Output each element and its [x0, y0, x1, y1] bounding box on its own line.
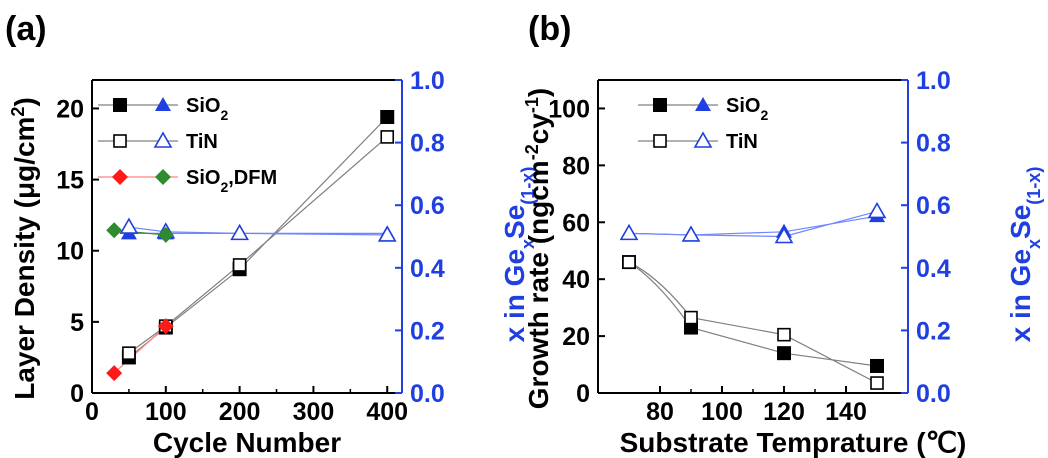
x-tick-label: 100	[145, 398, 187, 426]
y-tick-label: 80	[562, 152, 590, 180]
data-point	[119, 217, 139, 234]
y-tick-label: 20	[56, 95, 84, 123]
data-point	[774, 226, 794, 244]
y-axis-title: Layer Density (μg/cm2)	[8, 97, 40, 400]
legend-marker	[653, 98, 667, 112]
data-point	[619, 223, 639, 241]
data-point	[380, 109, 395, 124]
y2-tick-label: 0.0	[410, 380, 445, 408]
legend-marker	[693, 131, 713, 148]
legend-marker	[695, 97, 711, 111]
legend-label: SiO2	[726, 95, 768, 123]
legend-marker	[112, 169, 128, 185]
data-point	[870, 376, 884, 390]
data-point	[777, 327, 791, 342]
x-tick-label: 140	[825, 398, 867, 426]
y-tick-label: 5	[70, 309, 84, 337]
series-line	[628, 215, 878, 236]
y-tick-label: 0	[70, 380, 84, 408]
data-point	[380, 130, 395, 144]
data-point	[106, 222, 123, 239]
panel-label: (a)	[5, 10, 47, 48]
y-tick-label: 0	[576, 380, 590, 408]
y-axis-title: Growth rate (ngcm-2cy-1)	[522, 88, 554, 409]
legend-marker	[113, 134, 127, 148]
y-tick-label: 40	[562, 266, 590, 294]
x-tick-label: 100	[701, 398, 743, 426]
x-tick-label: 300	[293, 398, 335, 426]
y-tick-label: 15	[56, 167, 84, 195]
y2-tick-label: 0.2	[916, 317, 951, 345]
data-point	[377, 225, 397, 242]
legend-label: SiO2,DFM	[186, 167, 277, 195]
y-tick-label: 100	[548, 95, 590, 123]
series-line	[128, 226, 388, 236]
y2-tick-label: 0.0	[916, 380, 951, 408]
y2-axis-title: x in GexSe(1-x)	[499, 167, 538, 343]
data-point	[157, 318, 174, 335]
y2-tick-label: 1.0	[410, 67, 445, 95]
y2-tick-label: 0.4	[916, 255, 951, 283]
y2-tick-label: 0.6	[410, 192, 445, 220]
x-tick-label: 200	[219, 398, 261, 426]
data-point	[157, 226, 174, 243]
legend-label: TiN	[186, 131, 218, 153]
data-point	[232, 258, 247, 272]
panel-label: (b)	[528, 10, 571, 48]
y2-tick-label: 0.8	[410, 130, 445, 158]
legend-label: SiO2	[186, 95, 228, 123]
x-tick-label: 120	[763, 398, 805, 426]
data-point	[106, 365, 123, 382]
x-tick-label: 0	[85, 398, 99, 426]
legend-marker	[155, 169, 171, 185]
x-tick-label: 400	[366, 398, 408, 426]
chart-panel-b: (b) 80 100 120 140 0 20 40 60 80 100 0.0 0.2 0.4 0.6 0.…	[522, 10, 1044, 458]
data-point	[777, 346, 791, 361]
x-axis-title: Substrate Temprature (℃)	[620, 427, 967, 458]
data-point	[681, 225, 701, 242]
y-tick-label: 10	[56, 238, 84, 266]
x-axis-title: Cycle Number	[153, 427, 341, 458]
y-tick-label: 20	[562, 323, 590, 351]
legend-marker	[155, 97, 171, 111]
y2-tick-label: 1.0	[916, 67, 951, 95]
y2-tick-label: 0.6	[916, 192, 951, 220]
data-point	[230, 223, 249, 241]
data-point	[622, 255, 636, 269]
x-tick-label: 80	[646, 398, 674, 426]
series-line	[113, 325, 167, 374]
chart-panel-a: (a) 0 100 200 300 400 0 5 10 15 20 0.0 0.2 0.4 0.6 0.8 1…	[5, 10, 538, 458]
y2-axis-title: x in GexSe(1-x)	[1005, 167, 1044, 343]
series-line	[628, 261, 878, 367]
y2-tick-label: 0.2	[410, 317, 445, 345]
series-line	[628, 210, 878, 238]
y2-tick-label: 0.8	[916, 130, 951, 158]
data-point	[684, 310, 698, 325]
data-point	[122, 346, 136, 360]
legend-marker	[653, 134, 667, 148]
data-point	[867, 201, 887, 219]
legend-label: TiN	[726, 131, 758, 153]
series-line	[128, 136, 388, 354]
data-point	[870, 358, 884, 373]
y2-tick-label: 0.4	[410, 255, 445, 283]
legend-marker	[153, 131, 173, 148]
legend-marker	[113, 98, 127, 112]
y-tick-label: 60	[562, 209, 590, 237]
series-line	[628, 261, 878, 384]
